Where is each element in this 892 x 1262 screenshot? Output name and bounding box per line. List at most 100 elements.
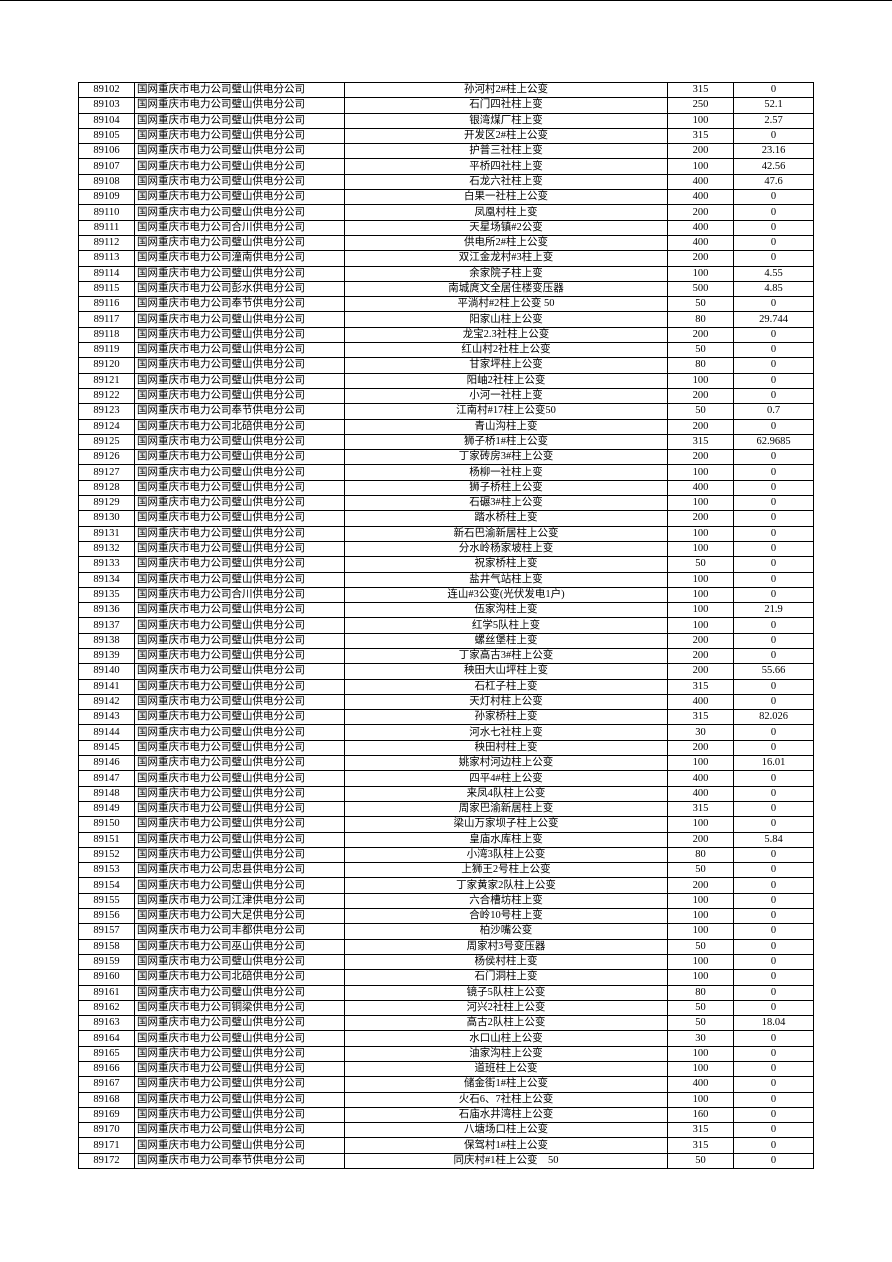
capacity-cell: 100 xyxy=(667,908,734,925)
row-id-cell: 89108 xyxy=(78,173,135,191)
capacity-cell: 160 xyxy=(667,1106,734,1124)
row-id-cell: 89141 xyxy=(78,678,135,695)
table-row: 89142 国网重庆市电力公司璧山供电分公司 天灯村柱上公变 400 0 xyxy=(78,693,814,711)
capacity-cell: 50 xyxy=(667,403,734,420)
value-cell: 0 xyxy=(733,632,814,649)
table-row: 89127 国网重庆市电力公司璧山供电分公司 杨柳一社柱上变 100 0 xyxy=(78,464,814,481)
transformer-name-cell: 水口山柱上公变 xyxy=(344,1030,668,1047)
row-id-cell: 89113 xyxy=(78,250,135,267)
value-cell: 62.9685 xyxy=(733,433,814,451)
capacity-cell: 200 xyxy=(667,831,734,848)
capacity-cell: 400 xyxy=(667,785,734,802)
value-cell: 0 xyxy=(733,999,814,1017)
row-id-cell: 89168 xyxy=(78,1091,135,1108)
table-row: 89147 国网重庆市电力公司璧山供电分公司 四平4#柱上公变 400 0 xyxy=(78,770,814,787)
company-cell: 国网重庆市电力公司璧山供电分公司 xyxy=(134,1106,345,1124)
table-row: 89163 国网重庆市电力公司璧山供电分公司 高古2队柱上公变 50 18.04 xyxy=(78,1015,814,1032)
row-id-cell: 89133 xyxy=(78,556,135,573)
table-row: 89168 国网重庆市电力公司璧山供电分公司 火石6、7社柱上公变 100 0 xyxy=(78,1091,814,1108)
row-id-cell: 89137 xyxy=(78,617,135,634)
value-cell: 0 xyxy=(733,1152,814,1170)
company-cell: 国网重庆市电力公司璧山供电分公司 xyxy=(134,372,345,389)
capacity-cell: 400 xyxy=(667,693,734,711)
transformer-name-cell: 平桥四社柱上变 xyxy=(344,158,668,175)
table-row: 89145 国网重庆市电力公司璧山供电分公司 秧田村柱上变 200 0 xyxy=(78,739,814,757)
value-cell: 0 xyxy=(733,800,814,818)
row-id-cell: 89154 xyxy=(78,877,135,894)
table-row: 89169 国网重庆市电力公司璧山供电分公司 石庙水井湾柱上公变 160 0 xyxy=(78,1106,814,1124)
transformer-name-cell: 丁家高古3#柱上公变 xyxy=(344,647,668,665)
company-cell: 国网重庆市电力公司奉节供电分公司 xyxy=(134,403,345,420)
company-cell: 国网重庆市电力公司璧山供电分公司 xyxy=(134,755,345,772)
transformer-name-cell: 伍家沟柱上变 xyxy=(344,602,668,619)
company-cell: 国网重庆市电力公司璧山供电分公司 xyxy=(134,1076,345,1093)
company-cell: 国网重庆市电力公司璧山供电分公司 xyxy=(134,479,345,497)
company-cell: 国网重庆市电力公司璧山供电分公司 xyxy=(134,800,345,818)
value-cell: 0 xyxy=(733,1106,814,1124)
row-id-cell: 89123 xyxy=(78,403,135,420)
capacity-cell: 200 xyxy=(667,877,734,894)
capacity-cell: 315 xyxy=(667,678,734,695)
row-id-cell: 89170 xyxy=(78,1122,135,1139)
company-cell: 国网重庆市电力公司璧山供电分公司 xyxy=(134,433,345,451)
value-cell: 29.744 xyxy=(733,311,814,328)
value-cell: 0 xyxy=(733,739,814,757)
table-row: 89103 国网重庆市电力公司璧山供电分公司 石门四社柱上变 250 52.1 xyxy=(78,97,814,114)
value-cell: 47.6 xyxy=(733,173,814,191)
row-id-cell: 89106 xyxy=(78,143,135,160)
table-row: 89125 国网重庆市电力公司璧山供电分公司 狮子桥1#柱上公变 315 62.9685 xyxy=(78,433,814,451)
transformer-name-cell: 供电所2#柱上公变 xyxy=(344,234,668,252)
company-cell: 国网重庆市电力公司璧山供电分公司 xyxy=(134,204,345,221)
value-cell: 0 xyxy=(733,250,814,267)
table-row: 89150 国网重庆市电力公司璧山供电分公司 梁山万家坝子柱上公变 100 0 xyxy=(78,816,814,833)
table-row: 89118 国网重庆市电力公司璧山供电分公司 龙宝2.3社柱上公变 200 0 xyxy=(78,326,814,344)
company-cell: 国网重庆市电力公司璧山供电分公司 xyxy=(134,647,345,665)
table-row: 89162 国网重庆市电力公司铜梁供电分公司 河兴2社柱上公变 50 0 xyxy=(78,999,814,1017)
row-id-cell: 89105 xyxy=(78,127,135,145)
transformer-name-cell: 江南村#17柱上公变50 xyxy=(344,403,668,420)
table-row: 89152 国网重庆市电力公司璧山供电分公司 小湾3队柱上公变 80 0 xyxy=(78,846,814,864)
company-cell: 国网重庆市电力公司璧山供电分公司 xyxy=(134,556,345,573)
value-cell: 0 xyxy=(733,479,814,497)
value-cell: 0 xyxy=(733,586,814,604)
transformer-name-cell: 孙家桥柱上变 xyxy=(344,709,668,726)
table-row: 89167 国网重庆市电力公司璧山供电分公司 储金街1#柱上公变 400 0 xyxy=(78,1076,814,1093)
value-cell: 0 xyxy=(733,862,814,879)
value-cell: 18.04 xyxy=(733,1015,814,1032)
capacity-cell: 200 xyxy=(667,510,734,527)
row-id-cell: 89153 xyxy=(78,862,135,879)
capacity-cell: 100 xyxy=(667,953,734,971)
company-cell: 国网重庆市电力公司奉节供电分公司 xyxy=(134,296,345,313)
company-cell: 国网重庆市电力公司璧山供电分公司 xyxy=(134,387,345,405)
capacity-cell: 100 xyxy=(667,586,734,604)
company-cell: 国网重庆市电力公司璧山供电分公司 xyxy=(134,1030,345,1047)
transformer-name-cell: 青山沟柱上变 xyxy=(344,418,668,435)
transformer-name-cell: 盐井气站柱上变 xyxy=(344,571,668,588)
company-cell: 国网重庆市电力公司合川供电分公司 xyxy=(134,219,345,236)
row-id-cell: 89112 xyxy=(78,234,135,252)
value-cell: 42.56 xyxy=(733,158,814,175)
row-id-cell: 89132 xyxy=(78,540,135,558)
value-cell: 0 xyxy=(733,617,814,634)
row-id-cell: 89146 xyxy=(78,755,135,772)
transformer-name-cell: 石门四社柱上变 xyxy=(344,97,668,114)
value-cell: 0 xyxy=(733,219,814,236)
company-cell: 国网重庆市电力公司璧山供电分公司 xyxy=(134,678,345,695)
transformer-name-cell: 四平4#柱上公变 xyxy=(344,770,668,787)
transformer-name-cell: 新石巴渝新居柱上公变 xyxy=(344,525,668,542)
table-row: 89133 国网重庆市电力公司璧山供电分公司 祝家桥柱上变 50 0 xyxy=(78,556,814,573)
row-id-cell: 89117 xyxy=(78,311,135,328)
company-cell: 国网重庆市电力公司璧山供电分公司 xyxy=(134,1015,345,1032)
capacity-cell: 30 xyxy=(667,1030,734,1047)
company-cell: 国网重庆市电力公司璧山供电分公司 xyxy=(134,1137,345,1154)
row-id-cell: 89103 xyxy=(78,97,135,114)
value-cell: 0 xyxy=(733,418,814,435)
capacity-cell: 400 xyxy=(667,189,734,206)
table-row: 89108 国网重庆市电力公司璧山供电分公司 石龙六社柱上变 400 47.6 xyxy=(78,173,814,191)
company-cell: 国网重庆市电力公司璧山供电分公司 xyxy=(134,1060,345,1078)
transformer-name-cell: 火石6、7社柱上公变 xyxy=(344,1091,668,1108)
transformer-name-cell: 螺丝堡柱上变 xyxy=(344,632,668,649)
capacity-cell: 100 xyxy=(667,540,734,558)
value-cell: 16.01 xyxy=(733,755,814,772)
table-row: 89136 国网重庆市电力公司璧山供电分公司 伍家沟柱上变 100 21.9 xyxy=(78,602,814,619)
